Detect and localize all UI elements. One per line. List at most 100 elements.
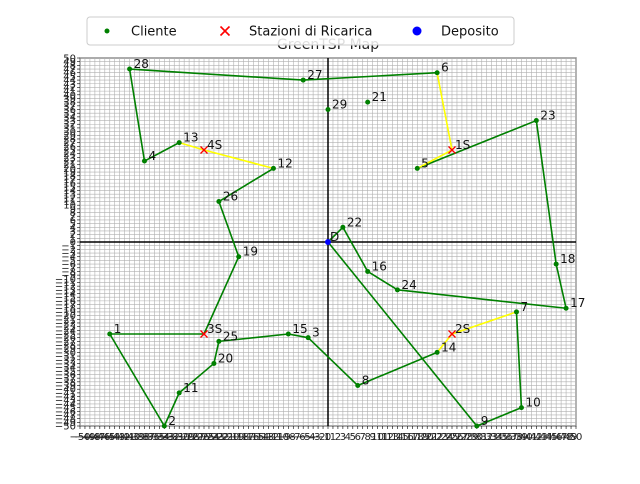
- x-tick-label: 15: [396, 432, 409, 443]
- y-tick-label: 47: [63, 65, 76, 76]
- route-segment: [213, 341, 220, 364]
- y-tick-label: 7: [70, 212, 76, 223]
- y-tick-label: −8: [61, 267, 76, 278]
- y-tick-label: −44: [55, 399, 76, 410]
- depot-point: [325, 239, 331, 245]
- y-tick-label: 2: [70, 230, 76, 241]
- x-tick-label: 48: [560, 432, 573, 443]
- y-tick-label: −43: [55, 396, 76, 407]
- x-tick-label: 50: [570, 432, 583, 443]
- client-label: 8: [362, 374, 370, 388]
- x-tick-label: −50: [69, 432, 90, 443]
- y-tick-label: −27: [55, 337, 76, 348]
- y-tick-label: 20: [63, 164, 76, 175]
- y-tick-label: −26: [55, 333, 76, 344]
- client-label: 2: [168, 414, 176, 428]
- route-segment: [144, 141, 180, 162]
- y-tick-label: 4: [70, 223, 76, 234]
- y-tick-label: −48: [55, 414, 76, 425]
- y-tick-label: −16: [55, 296, 76, 307]
- x-tick-label: 25: [446, 432, 459, 443]
- x-tick-label: −5: [296, 432, 311, 443]
- x-tick-label: 13: [386, 432, 399, 443]
- legend-label: Cliente: [131, 25, 177, 40]
- x-tick-label: −31: [164, 432, 185, 443]
- axes-layer: −50−49−48−47−46−45−44−43−42−41−40−39−38−…: [55, 54, 582, 444]
- x-tick-label: −8: [281, 432, 296, 443]
- route-segment: [218, 333, 289, 343]
- y-tick-label: 28: [63, 134, 76, 145]
- y-tick-label: 26: [63, 142, 76, 153]
- y-tick-label: 15: [63, 182, 76, 193]
- x-tick-label: −41: [114, 432, 135, 443]
- x-tick-label: 4: [345, 432, 351, 443]
- route-segment: [327, 241, 478, 427]
- route-segment: [203, 256, 240, 335]
- y-tick-label: 37: [63, 101, 76, 112]
- client-label: 6: [441, 61, 449, 75]
- y-tick-label: −20: [55, 311, 76, 322]
- x-tick-label: −14: [248, 432, 269, 443]
- client-label: 15: [292, 322, 307, 336]
- y-tick-label: −37: [55, 374, 76, 385]
- y-tick-label: −34: [55, 363, 76, 374]
- charging-route-segment: [178, 141, 205, 151]
- y-tick-label: −18: [55, 304, 76, 315]
- x-tick-label: 39: [515, 432, 528, 443]
- charging-station-marker: [448, 146, 456, 154]
- client-label: 18: [560, 252, 575, 266]
- y-tick-label: 11: [63, 197, 76, 208]
- y-tick-label: 49: [63, 57, 76, 68]
- station-label: 1S: [455, 138, 470, 152]
- y-tick-label: 36: [63, 105, 76, 116]
- client-label: 10: [525, 396, 540, 410]
- client-point: [127, 66, 133, 72]
- x-tick-label: 11: [376, 432, 389, 443]
- client-label: 19: [243, 245, 258, 259]
- y-tick-label: 13: [63, 190, 76, 201]
- x-tick-label: 34: [490, 432, 503, 443]
- y-tick-label: −21: [55, 315, 76, 326]
- client-point: [236, 254, 242, 260]
- x-tick-label: 2: [335, 432, 341, 443]
- y-tick-label: 6: [70, 215, 76, 226]
- route-segment: [218, 167, 274, 203]
- y-tick-label: 42: [63, 83, 76, 94]
- client-label: 24: [401, 278, 416, 292]
- x-tick-label: −48: [79, 432, 100, 443]
- route-segment: [476, 406, 522, 427]
- client-label: 22: [347, 215, 362, 229]
- route-segment: [109, 333, 166, 427]
- charging-station-marker: [448, 330, 456, 338]
- client-point: [340, 224, 346, 230]
- client-label: 25: [223, 329, 238, 343]
- station-label: 4S: [207, 138, 222, 152]
- legend-marker-deposito: [412, 26, 422, 36]
- x-tick-label: 3: [340, 432, 346, 443]
- x-tick-label: 44: [540, 432, 553, 443]
- y-tick-label: 10: [63, 201, 76, 212]
- client-point: [474, 423, 480, 429]
- y-tick-label: 39: [63, 94, 76, 105]
- x-tick-label: −4: [301, 432, 316, 443]
- y-tick-label: −23: [55, 322, 76, 333]
- station-label: 3S: [207, 322, 222, 336]
- x-tick-label: 26: [451, 432, 464, 443]
- y-tick-label: −4: [61, 252, 76, 263]
- charging-station-marker: [200, 330, 208, 338]
- x-tick-label: −12: [258, 432, 279, 443]
- x-tick-label: −29: [174, 432, 195, 443]
- client-label: 11: [183, 381, 198, 395]
- y-tick-label: −39: [55, 381, 76, 392]
- x-tick-label: −36: [139, 432, 160, 443]
- y-tick-label: −1: [61, 241, 76, 252]
- x-tick-label: 40: [520, 432, 533, 443]
- client-label: 16: [372, 259, 387, 273]
- y-tick-label: −36: [55, 370, 76, 381]
- x-tick-label: −42: [109, 432, 130, 443]
- client-label: 14: [441, 340, 456, 354]
- y-tick-label: 50: [63, 54, 76, 65]
- x-tick-label: −34: [149, 432, 170, 443]
- x-tick-label: 22: [431, 432, 444, 443]
- x-tick-label: −22: [208, 432, 229, 443]
